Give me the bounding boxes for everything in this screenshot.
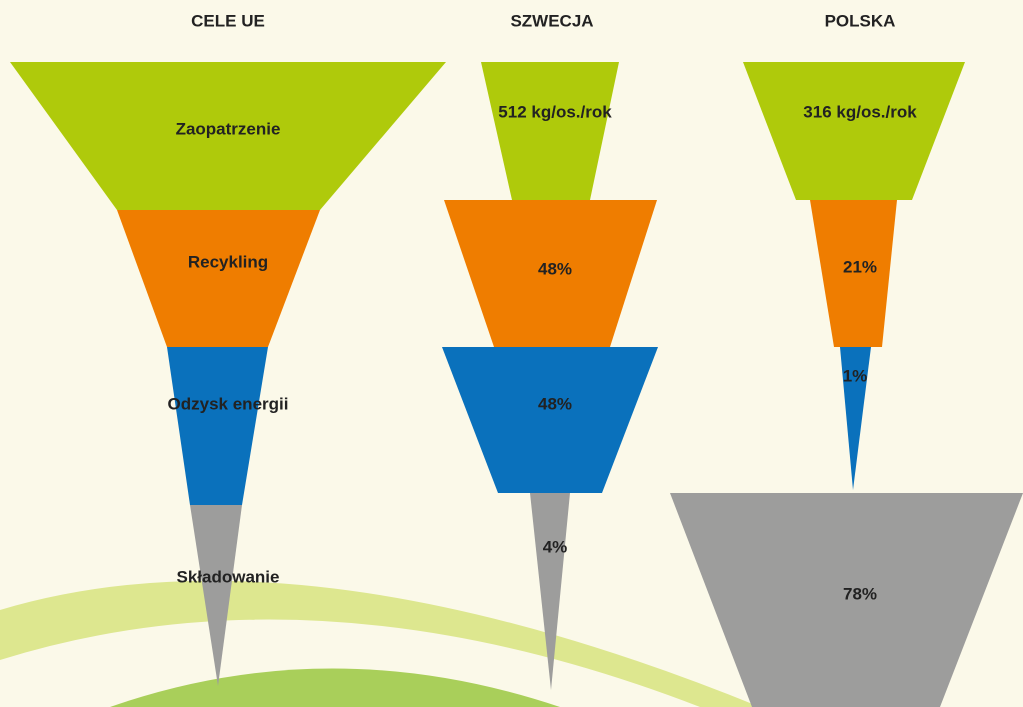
segment-label: Składowanie	[177, 567, 280, 586]
funnel-segment	[167, 347, 268, 505]
segment-label: 1%	[843, 366, 868, 385]
background-arc-green	[110, 669, 560, 707]
segment-label: Zaopatrzenie	[176, 119, 281, 138]
segment-label: 78%	[843, 584, 877, 603]
segment-label: 316 kg/os./rok	[803, 102, 917, 121]
segment-label: Recykling	[188, 252, 268, 271]
segment-label: 48%	[538, 259, 572, 278]
column-title: SZWECJA	[510, 11, 593, 30]
segment-label: 48%	[538, 394, 572, 413]
column-title: CELE UE	[191, 11, 265, 30]
segment-label: Odzysk energii	[168, 394, 289, 413]
funnel-segment	[743, 62, 965, 200]
funnel-segment	[481, 62, 619, 200]
funnel-segment	[117, 210, 320, 347]
segment-label: 4%	[543, 537, 568, 556]
column-title: POLSKA	[825, 11, 896, 30]
funnel-segment	[442, 347, 658, 493]
infographic: CELE UE SZWECJA POLSKA Zaopatrzenie Recy…	[0, 0, 1023, 707]
segment-label: 512 kg/os./rok	[498, 102, 612, 121]
segment-label: 21%	[843, 257, 877, 276]
page: CELE UE SZWECJA POLSKA Zaopatrzenie Recy…	[0, 0, 1023, 707]
